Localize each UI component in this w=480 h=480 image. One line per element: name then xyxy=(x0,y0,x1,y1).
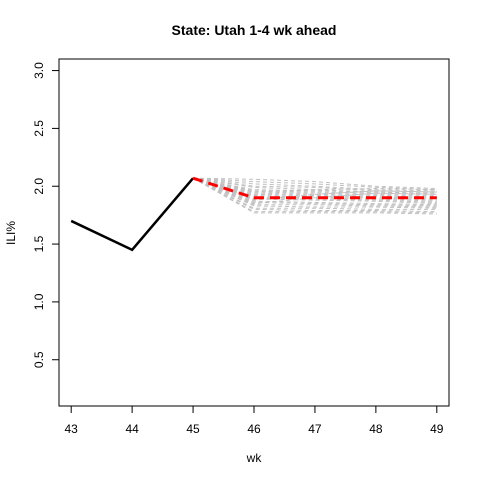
trajectory-line-6 xyxy=(192,177,437,195)
y-axis-label: ILI% xyxy=(4,221,18,245)
plot-frame xyxy=(58,58,450,407)
observed-series xyxy=(70,177,195,252)
trajectory-line-13 xyxy=(192,177,437,203)
y-tick-label: 1.5 xyxy=(32,235,46,252)
y-tick-label: 2.5 xyxy=(32,120,46,137)
x-axis-label: wk xyxy=(246,451,263,465)
trajectory-line-3 xyxy=(193,177,437,192)
trajectory-line-16 xyxy=(192,177,437,207)
trajectory-line-2 xyxy=(193,177,437,191)
trajectory-line-10 xyxy=(192,177,437,200)
trajectory-line-25 xyxy=(192,177,437,205)
trajectory-line-7 xyxy=(192,177,437,196)
y-tick-label: 2.0 xyxy=(32,178,46,195)
y-tick-label: 3.0 xyxy=(32,62,46,79)
trajectory-line-14 xyxy=(192,177,437,205)
trajectory-line-18 xyxy=(192,177,437,209)
chart-title: State: Utah 1-4 wk ahead xyxy=(172,22,337,38)
x-tick-label: 44 xyxy=(125,422,139,436)
trajectory-line-19 xyxy=(192,177,437,210)
trajectory-lines xyxy=(192,177,437,215)
trajectory-line-23 xyxy=(192,177,437,193)
trajectory-line-1 xyxy=(193,177,437,190)
y-axis: 0.5 1.0 1.5 2.0 2.5 3.0 xyxy=(32,62,60,368)
trajectory-line-4 xyxy=(192,177,437,193)
trajectory-line-24 xyxy=(192,177,437,201)
trajectory-line-12 xyxy=(192,177,437,202)
y-tick-label: 0.5 xyxy=(32,351,46,368)
x-tick-label: 47 xyxy=(308,422,322,436)
x-tick-label: 43 xyxy=(65,422,79,436)
x-axis: 43 44 45 46 47 48 49 xyxy=(65,405,444,436)
trajectory-line-22 xyxy=(192,177,437,215)
x-tick-label: 46 xyxy=(247,422,261,436)
x-tick-label: 45 xyxy=(186,422,200,436)
trajectory-line-11 xyxy=(192,177,437,201)
y-tick-label: 1.0 xyxy=(32,293,46,310)
trajectory-line-8 xyxy=(192,177,437,198)
trajectory-line-20 xyxy=(192,177,437,213)
trajectory-line-9 xyxy=(192,177,437,199)
x-tick-label: 49 xyxy=(430,422,444,436)
trajectory-line-15 xyxy=(192,177,437,206)
trajectory-line-17 xyxy=(192,177,437,208)
x-tick-label: 48 xyxy=(369,422,383,436)
observed-line xyxy=(70,177,195,252)
trajectory-line-21 xyxy=(192,177,437,214)
